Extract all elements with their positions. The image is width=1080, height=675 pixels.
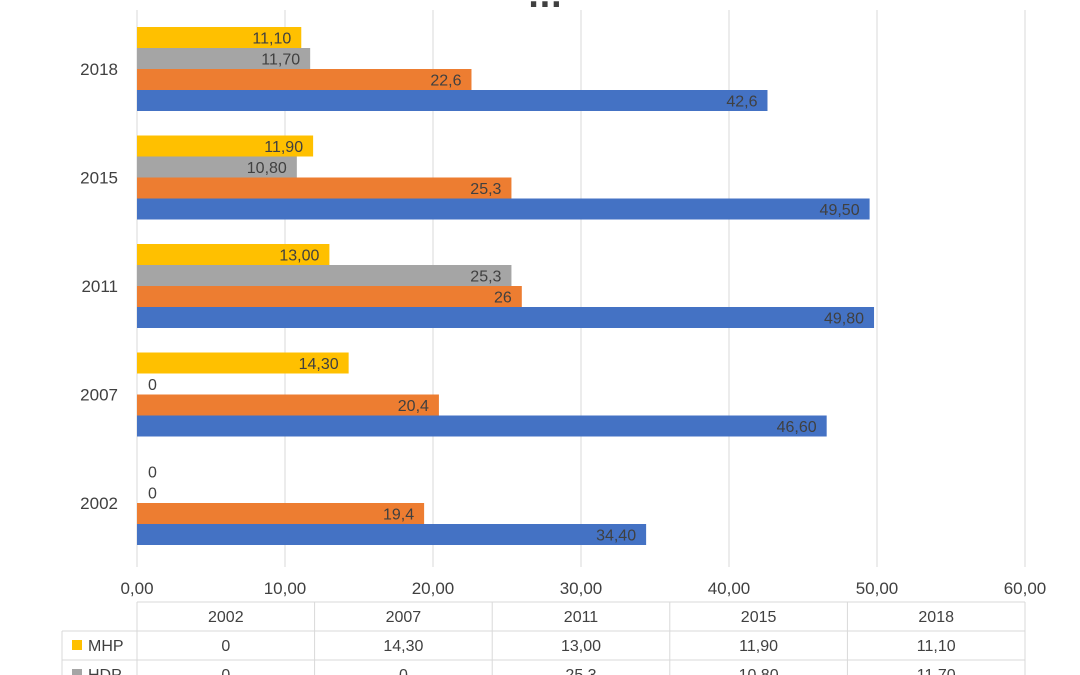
- bar-s0-2002: [137, 524, 647, 545]
- bar-label-s0-2015: 49,50: [820, 202, 860, 219]
- category-label-2002: 2002: [80, 494, 118, 513]
- bar-s1-2015: [137, 177, 512, 199]
- table-header-2018: 2018: [918, 609, 954, 626]
- category-label-2018: 2018: [80, 60, 118, 79]
- bar-s1-2018: [137, 69, 472, 90]
- x-tick-label-6: 60,00: [1004, 579, 1047, 598]
- table-header-2015: 2015: [741, 609, 777, 626]
- table-cell-HDP-2018: 11,70: [917, 667, 956, 675]
- chart-title: ...: [528, 0, 562, 15]
- bar-label-s2-2002: 0: [148, 486, 157, 503]
- table-cell-MHP-2015: 11,90: [739, 638, 778, 655]
- bar-s1-2007: [137, 394, 439, 416]
- y-axis-categories: 2018 2015 2011 2007 2002: [80, 60, 118, 513]
- bar-label-s2-2011: 25,3: [470, 269, 501, 286]
- bars: [137, 27, 875, 545]
- data-table: 2002 2007 2011 2015 2018 MHP 0 14,30 13,00 11,90 1…: [61, 601, 1026, 675]
- bar-label-s1-2011: 26: [494, 290, 512, 307]
- bar-label-s1-2002: 19,4: [383, 507, 414, 524]
- bar-label-s3-2015: 11,90: [264, 139, 303, 156]
- bar-s0-2018: [137, 90, 768, 111]
- bar-label-s0-2018: 42,6: [726, 94, 757, 111]
- x-tick-label-3: 30,00: [560, 579, 603, 598]
- table-cell-MHP-2018: 11,10: [917, 638, 956, 655]
- bar-label-s3-2018: 11,10: [252, 31, 291, 48]
- bar-s3-2007: [137, 352, 349, 374]
- bar-label-s2-2007: 0: [148, 377, 157, 394]
- bar-label-s3-2007: 14,30: [299, 356, 339, 373]
- bar-s2-2015: [137, 156, 297, 178]
- table-cell-HDP-2015: 10,80: [739, 667, 779, 675]
- bar-label-s0-2007: 46,60: [777, 419, 817, 436]
- table-cell-HDP-2002: 0: [221, 667, 230, 675]
- bar-s2-2018: [137, 48, 311, 69]
- x-tick-label-0: 0,00: [120, 579, 153, 598]
- bar-labels: 11,10 11,70 22,6 42,6 11,90 10,80 25,3 49,50 13,…: [148, 31, 864, 545]
- bar-label-s1-2015: 25,3: [470, 181, 501, 198]
- bar-s3-2015: [137, 135, 314, 157]
- bar-s1-2011: [137, 286, 522, 307]
- x-tick-label-5: 50,00: [856, 579, 899, 598]
- table-cell-HDP-2011: 25,3: [565, 667, 596, 675]
- table-cell-MHP-2011: 13,00: [561, 638, 601, 655]
- category-label-2011: 2011: [81, 277, 118, 296]
- bar-label-s0-2002: 34,40: [596, 528, 636, 545]
- bar-s3-2011: [137, 244, 330, 265]
- bar-label-s3-2002: 0: [148, 465, 157, 482]
- bar-s0-2007: [137, 415, 827, 437]
- table-header-2007: 2007: [386, 609, 422, 626]
- table-row-name-MHP: MHP: [88, 638, 124, 655]
- table-header-2011: 2011: [564, 609, 599, 626]
- bar-s0-2015: [137, 198, 870, 220]
- category-label-2007: 2007: [80, 386, 118, 405]
- bar-label-s3-2011: 13,00: [279, 248, 319, 265]
- table-legend-key-HDP: [72, 669, 82, 675]
- category-label-2015: 2015: [80, 169, 118, 188]
- table-legend-key-MHP: [72, 640, 82, 650]
- bar-label-s1-2018: 22,6: [430, 73, 461, 90]
- bar-s0-2011: [137, 307, 875, 328]
- bar-s2-2011: [137, 265, 512, 286]
- bar-label-s0-2011: 49,80: [824, 311, 864, 328]
- table-cell-MHP-2007: 14,30: [383, 638, 423, 655]
- table-row-name-HDP: HDP: [88, 667, 122, 675]
- table-header-2002: 2002: [208, 609, 244, 626]
- bar-label-s2-2015: 10,80: [247, 160, 287, 177]
- x-tick-label-1: 10,00: [264, 579, 307, 598]
- table-cell-MHP-2002: 0: [221, 638, 230, 655]
- x-tick-label-2: 20,00: [412, 579, 455, 598]
- bar-s1-2002: [137, 503, 425, 524]
- table-cell-HDP-2007: 0: [399, 667, 408, 675]
- x-axis: 0,00 10,00 20,00 30,00 40,00 50,00 60,00: [120, 579, 1046, 598]
- x-tick-label-4: 40,00: [708, 579, 751, 598]
- bar-label-s1-2007: 20,4: [398, 398, 429, 415]
- bar-s3-2018: [137, 27, 302, 48]
- bar-label-s2-2018: 11,70: [261, 52, 300, 69]
